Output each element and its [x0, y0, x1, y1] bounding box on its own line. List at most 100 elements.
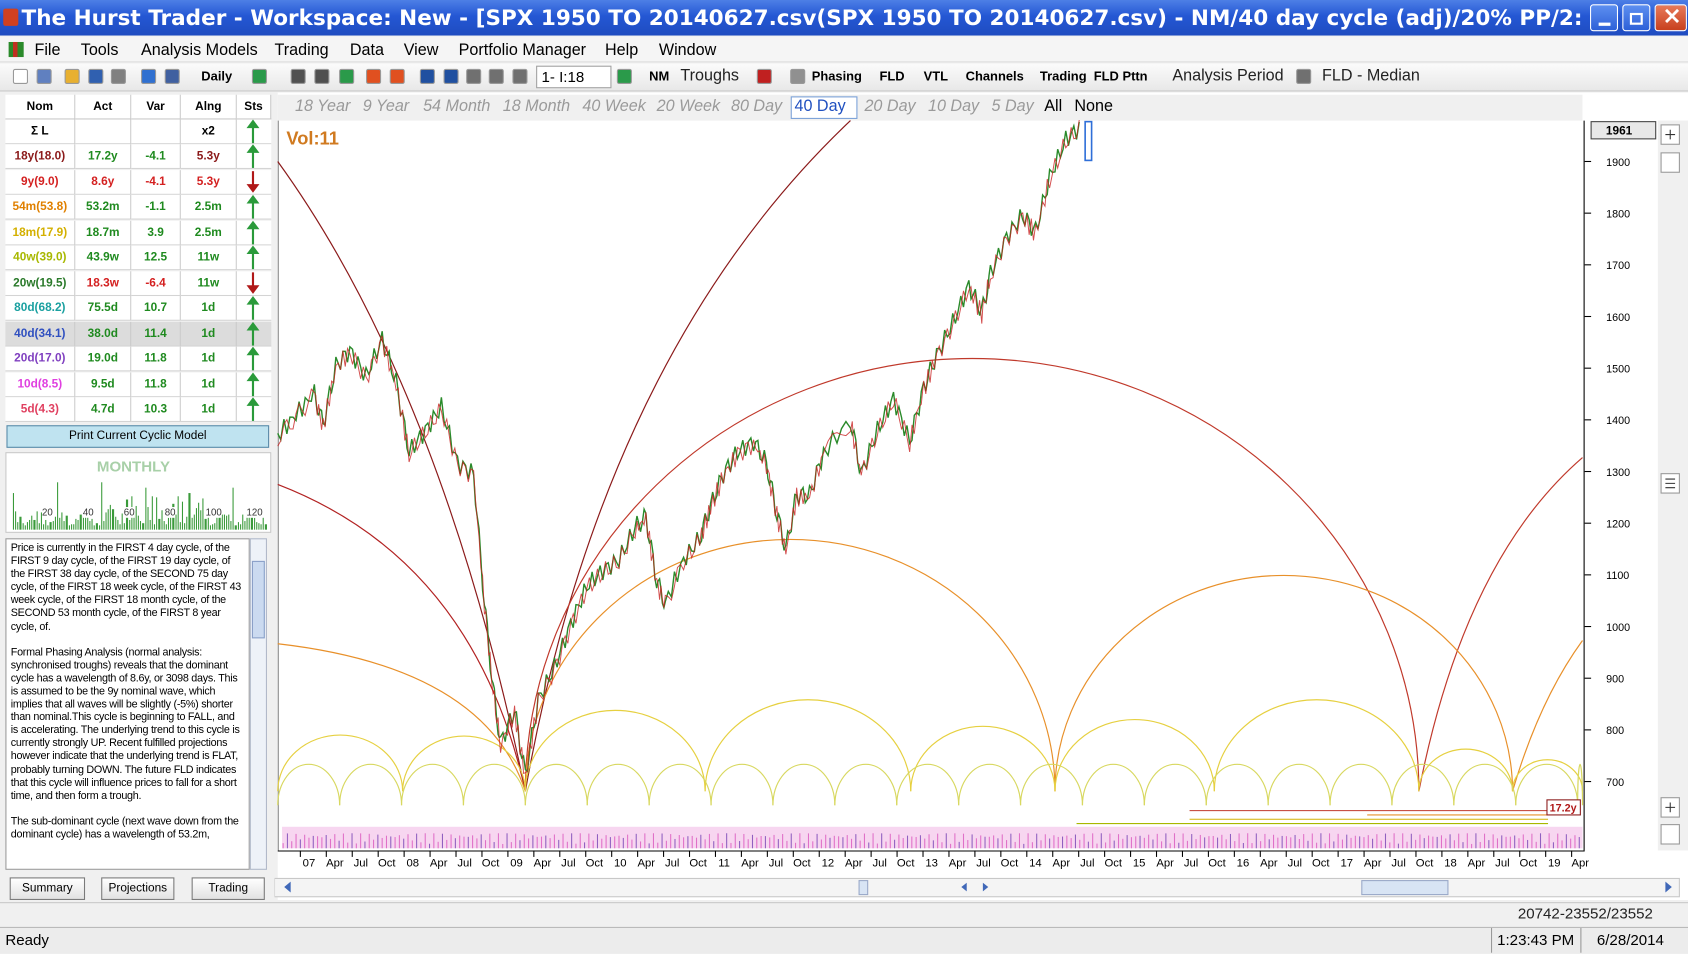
- menu-item[interactable]: File: [34, 40, 61, 60]
- toolbar-item[interactable]: Phasing: [811, 68, 862, 84]
- cycle-tab[interactable]: 18 Month: [502, 96, 571, 116]
- toolbar-icon[interactable]: [790, 68, 806, 84]
- cycle-tab[interactable]: 10 Day: [927, 96, 980, 116]
- toolbar-icon[interactable]: [366, 68, 382, 84]
- time-label: Jul: [1288, 858, 1302, 870]
- histogram-bar: [255, 521, 258, 530]
- cycle-tab[interactable]: None: [1074, 96, 1113, 116]
- close-button[interactable]: ×: [1654, 3, 1687, 32]
- toolbar-icon[interactable]: [419, 68, 435, 84]
- toolbar-icon[interactable]: [314, 68, 330, 84]
- toolbar-icon[interactable]: [756, 68, 772, 84]
- cycle-tab[interactable]: 9 Year: [362, 96, 410, 116]
- menu-item[interactable]: View: [403, 40, 439, 60]
- cycle-tab[interactable]: All: [1044, 96, 1063, 116]
- zoom-out-button[interactable]: [1660, 152, 1680, 173]
- cycle-tab[interactable]: 20 Day: [864, 96, 916, 116]
- toolbar-item[interactable]: FLD - Median: [1321, 66, 1420, 86]
- toolbar-icon[interactable]: [339, 68, 355, 84]
- toolbar-icon[interactable]: [36, 68, 52, 84]
- restore-button[interactable]: [1622, 4, 1651, 32]
- toolbar-icon[interactable]: [64, 68, 80, 84]
- toolbar-icon[interactable]: [616, 68, 632, 84]
- toolbar-item[interactable]: Daily: [201, 68, 233, 84]
- toolbar-item[interactable]: Troughs: [680, 66, 740, 86]
- toolbar-icon[interactable]: [389, 68, 405, 84]
- menu-item[interactable]: Trading: [274, 40, 329, 60]
- toolbar-item[interactable]: NM: [649, 68, 670, 84]
- histogram-bar: [232, 487, 235, 530]
- histogram-bar: [251, 515, 253, 530]
- toolbar-icon[interactable]: [12, 68, 28, 84]
- table-cell: 20d(17.0): [5, 346, 76, 372]
- toolbar-icon[interactable]: [88, 68, 104, 84]
- toolbar-icon[interactable]: [251, 68, 267, 84]
- cycle-tab[interactable]: 40 Day: [794, 96, 846, 116]
- cycle-arc: [834, 763, 898, 806]
- table-cell: 11.8: [131, 346, 181, 372]
- histogram-bar: [128, 520, 130, 530]
- toolbar-item[interactable]: Analysis Period: [1172, 66, 1284, 86]
- toolbar-icon[interactable]: [141, 68, 157, 84]
- toolbar-icon[interactable]: [512, 68, 528, 84]
- status-cell: [236, 270, 272, 296]
- table-cell: 18.7m: [75, 220, 132, 246]
- histogram-tick: 100: [205, 507, 222, 518]
- table-header: Act: [75, 94, 132, 120]
- status-cell: [236, 397, 272, 422]
- menu-item[interactable]: Window: [658, 40, 717, 60]
- histogram-bar: [114, 517, 117, 530]
- zoom-out-button[interactable]: [1660, 824, 1680, 845]
- cycle-tab[interactable]: 5 Day: [991, 96, 1034, 116]
- scroll-thumb[interactable]: [858, 880, 869, 896]
- cycle-arc: [524, 357, 1420, 792]
- print-model-button[interactable]: Print Current Cyclic Model: [6, 425, 270, 448]
- cycle-tab[interactable]: 80 Day: [730, 96, 783, 116]
- histogram-bar: [15, 511, 17, 530]
- histogram-bar: [54, 516, 56, 530]
- cycle-arc: [1054, 574, 1514, 792]
- status-cell: [236, 371, 272, 397]
- toolbar-icon[interactable]: [1296, 68, 1312, 84]
- toolbar-icon[interactable]: [488, 68, 504, 84]
- time-label: 13: [925, 858, 938, 870]
- cycle-tab[interactable]: 18 Year: [294, 96, 351, 116]
- toolbar-item[interactable]: FLD Pttn: [1093, 68, 1148, 84]
- price-label: 1100: [1606, 570, 1629, 582]
- menu-item[interactable]: Help: [605, 40, 639, 60]
- panel-tab[interactable]: Summary: [9, 877, 86, 900]
- menu-item[interactable]: Tools: [80, 40, 119, 60]
- toolbar-icon[interactable]: [290, 68, 306, 84]
- toolbar-icon[interactable]: [164, 68, 180, 84]
- zoom-select[interactable]: 1- I:18: [536, 65, 612, 89]
- time-label: Apr: [845, 858, 863, 870]
- menu-item[interactable]: Analysis Models: [141, 40, 258, 60]
- histogram-bar: [84, 515, 86, 530]
- table-cell: 2.5m: [180, 195, 237, 220]
- status-strip: [0, 902, 1688, 926]
- panel-tab[interactable]: Projections: [101, 877, 175, 900]
- histogram-bar: [56, 482, 59, 530]
- toolbar-item[interactable]: Trading: [1039, 68, 1087, 84]
- panel-tab[interactable]: Trading: [191, 877, 265, 900]
- toolbar-item[interactable]: FLD: [879, 68, 905, 84]
- toolbar-icon[interactable]: [466, 68, 482, 84]
- menu-item[interactable]: Data: [349, 40, 384, 60]
- toolbar-icon[interactable]: [443, 68, 459, 84]
- time-label: Jul: [561, 858, 575, 870]
- projection-lines: [1076, 799, 1581, 825]
- toolbar-item[interactable]: VTL: [923, 68, 949, 84]
- cycle-tab[interactable]: 20 Week: [656, 96, 721, 116]
- menu-item[interactable]: Portfolio Manager: [458, 40, 587, 60]
- horizontal-scrollbar[interactable]: [273, 877, 1680, 898]
- table-cell: [75, 119, 132, 145]
- scroll-thumb[interactable]: [251, 560, 265, 639]
- minimize-button[interactable]: [1590, 4, 1619, 32]
- scroll-thumb[interactable]: [1361, 880, 1449, 896]
- toolbar-icon[interactable]: [110, 68, 126, 84]
- cycle-tab[interactable]: 40 Week: [582, 96, 646, 116]
- text-scrollbar[interactable]: [249, 538, 267, 870]
- toolbar-item[interactable]: Channels: [965, 68, 1024, 84]
- arrow-head: [246, 296, 260, 305]
- cycle-tab[interactable]: 54 Month: [423, 96, 491, 116]
